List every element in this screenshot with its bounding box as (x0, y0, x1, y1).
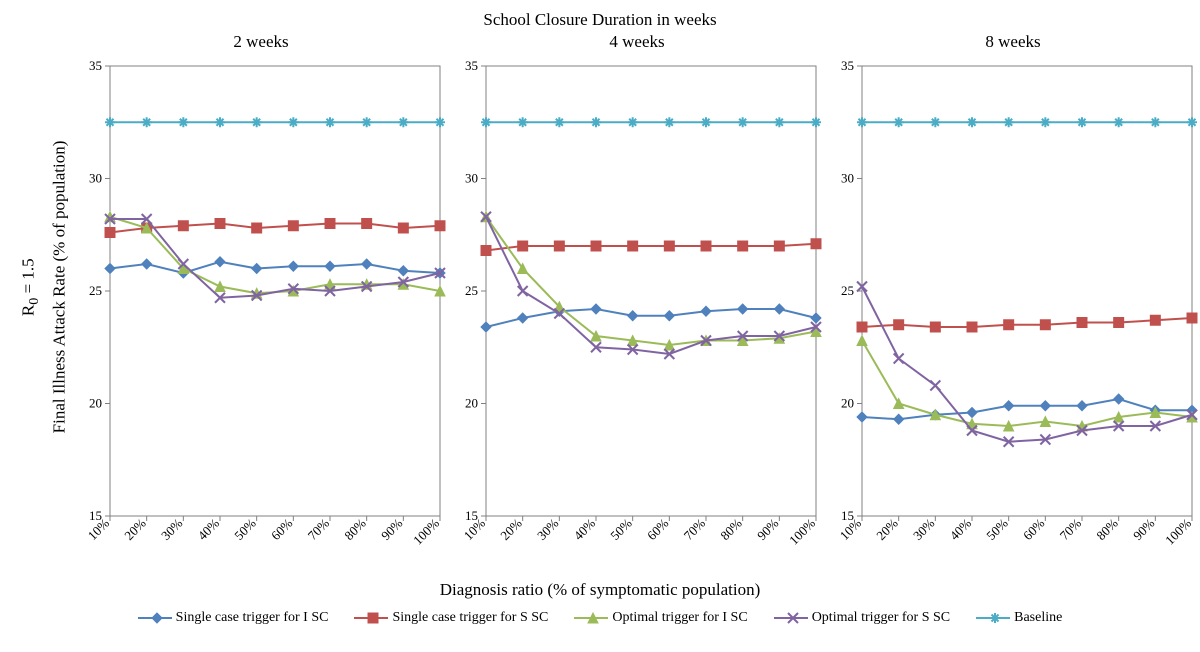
legend-label: Single case trigger for S SC (392, 610, 548, 626)
yaxis-label-container: Final Illness Attack Rate (% of populati… (48, 32, 70, 542)
svg-text:20: 20 (89, 396, 102, 411)
panel-0: 2 weeks 152025303510%20%30%40%50%60%70%8… (76, 32, 446, 566)
panel-svg-0: 152025303510%20%30%40%50%60%70%80%90%100… (76, 56, 446, 566)
svg-text:25: 25 (841, 283, 854, 298)
svg-text:90%: 90% (1130, 515, 1158, 543)
legend-swatch (354, 611, 388, 625)
r0-label: R0 = 1.5 (19, 258, 43, 316)
panel-title-1: 4 weeks (609, 32, 664, 52)
svg-text:50%: 50% (231, 515, 259, 543)
legend-item: Optimal trigger for S SC (774, 610, 950, 626)
svg-text:80%: 80% (1093, 515, 1121, 543)
svg-text:100%: 100% (1162, 515, 1194, 547)
legend-label: Optimal trigger for S SC (812, 610, 950, 626)
panels-row: R0 = 1.5 Final Illness Attack Rate (% of… (20, 32, 1180, 566)
legend-item: Single case trigger for S SC (354, 610, 548, 626)
svg-text:100%: 100% (410, 515, 442, 547)
figure-super-title: School Closure Duration in weeks (20, 10, 1180, 30)
svg-text:20%: 20% (873, 515, 901, 543)
panel-2: 8 weeks 152025303510%20%30%40%50%60%70%8… (828, 32, 1198, 566)
legend-label: Optimal trigger for I SC (612, 610, 747, 626)
svg-text:30%: 30% (158, 515, 186, 543)
svg-text:30: 30 (89, 171, 102, 186)
yaxis-label: Final Illness Attack Rate (% of populati… (49, 141, 69, 434)
panel-title-0: 2 weeks (233, 32, 288, 52)
svg-text:70%: 70% (1057, 515, 1085, 543)
svg-text:60%: 60% (268, 515, 296, 543)
svg-text:35: 35 (465, 58, 478, 73)
svg-text:35: 35 (89, 58, 102, 73)
legend-swatch (574, 611, 608, 625)
svg-text:40%: 40% (947, 515, 975, 543)
svg-text:50%: 50% (983, 515, 1011, 543)
svg-text:100%: 100% (786, 515, 818, 547)
legend-item: Baseline (976, 610, 1062, 626)
svg-text:60%: 60% (644, 515, 672, 543)
legend-swatch (138, 611, 172, 625)
svg-text:60%: 60% (1020, 515, 1048, 543)
figure-root: School Closure Duration in weeks R0 = 1.… (20, 10, 1180, 626)
svg-text:50%: 50% (607, 515, 635, 543)
r0-label-container: R0 = 1.5 (20, 32, 42, 542)
svg-text:30: 30 (841, 171, 854, 186)
xaxis-label: Diagnosis ratio (% of symptomatic popula… (20, 580, 1180, 600)
svg-text:30%: 30% (910, 515, 938, 543)
svg-text:70%: 70% (305, 515, 333, 543)
svg-text:20%: 20% (497, 515, 525, 543)
legend: Single case trigger for I SC Single case … (20, 610, 1180, 626)
legend-item: Optimal trigger for I SC (574, 610, 747, 626)
panel-1: 4 weeks 152025303510%20%30%40%50%60%70%8… (452, 32, 822, 566)
svg-text:20: 20 (465, 396, 478, 411)
panel-title-2: 8 weeks (985, 32, 1040, 52)
panel-svg-2: 152025303510%20%30%40%50%60%70%80%90%100… (828, 56, 1198, 566)
svg-text:90%: 90% (378, 515, 406, 543)
svg-text:80%: 80% (717, 515, 745, 543)
panel-svg-1: 152025303510%20%30%40%50%60%70%80%90%100… (452, 56, 822, 566)
svg-text:35: 35 (841, 58, 854, 73)
svg-text:25: 25 (465, 283, 478, 298)
svg-text:30: 30 (465, 171, 478, 186)
legend-label: Baseline (1014, 610, 1062, 626)
legend-swatch (774, 611, 808, 625)
svg-text:80%: 80% (341, 515, 369, 543)
legend-swatch (976, 611, 1010, 625)
svg-text:40%: 40% (571, 515, 599, 543)
legend-item: Single case trigger for I SC (138, 610, 329, 626)
svg-text:25: 25 (89, 283, 102, 298)
svg-text:70%: 70% (681, 515, 709, 543)
svg-text:30%: 30% (534, 515, 562, 543)
svg-text:40%: 40% (195, 515, 223, 543)
svg-text:20%: 20% (121, 515, 149, 543)
svg-text:90%: 90% (754, 515, 782, 543)
svg-text:20: 20 (841, 396, 854, 411)
legend-label: Single case trigger for I SC (176, 610, 329, 626)
